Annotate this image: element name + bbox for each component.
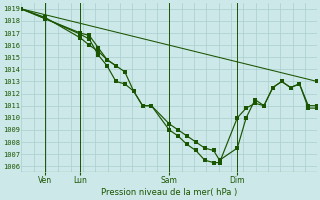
X-axis label: Pression niveau de la mer( hPa ): Pression niveau de la mer( hPa ) <box>101 188 237 197</box>
